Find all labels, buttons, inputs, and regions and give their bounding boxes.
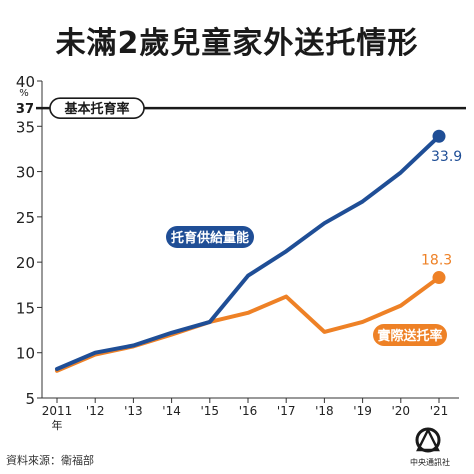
y-tick-label: 20 [16, 254, 35, 272]
y-tick-label: 40 [16, 73, 35, 91]
actual-end-label: 18.3 [421, 253, 452, 269]
x-tick-label: '16 [239, 404, 258, 418]
series-tag-supply: 托育供給量能 [171, 230, 249, 246]
x-tick-sublabel: 年 [52, 418, 63, 432]
x-tick-label: '17 [277, 404, 296, 418]
logo-text: 中央通訊社 [410, 457, 450, 467]
supply-end-label: 33.9 [431, 149, 462, 165]
reference-label-box [49, 97, 145, 119]
series-tag-actual: 實際送托率 [377, 328, 442, 344]
x-tick-label: '20 [392, 404, 411, 418]
x-tick-label: '13 [124, 404, 143, 418]
y-tick-label: 15 [16, 299, 35, 317]
y-tick-label: 5 [25, 390, 35, 408]
series-line-supply-end-point [432, 129, 446, 143]
y-unit-label: % [19, 88, 29, 99]
y-tick-label: 10 [16, 345, 35, 363]
x-tick-label: '12 [86, 404, 105, 418]
cna-logo: 中央通訊社 [410, 427, 450, 467]
x-tick-label: '18 [315, 404, 334, 418]
series-tag-supply-box [166, 226, 254, 248]
y-tick-label: 25 [16, 209, 35, 227]
x-tick-label: '19 [353, 404, 372, 418]
logo-mark [416, 427, 440, 452]
y-tick-label: 35 [16, 118, 35, 136]
series-line-actual-end-point [432, 271, 446, 285]
series-line-supply [55, 134, 441, 372]
reference-label: 基本托育率 [63, 101, 129, 117]
reference-value-label: 37 [16, 102, 34, 117]
series-tag-actual-box [373, 324, 447, 346]
x-tick-label: '14 [162, 404, 181, 418]
chart-title: 未滿2歲兒童家外送托情形 [55, 26, 419, 61]
series-layer [55, 129, 446, 373]
x-tick-label: '21 [430, 404, 449, 418]
series-line-actual [55, 275, 441, 373]
source-note: 資料來源：衛福部 [6, 454, 94, 467]
x-tick-label: '15 [201, 404, 220, 418]
y-tick-label: 30 [16, 164, 35, 182]
axis-layer: 5 10 15 20 25 30 35 40% 2011 '12 '13 '14 '15 '16 '17 '1… [16, 73, 466, 432]
x-tick-label: 2011 [42, 404, 73, 418]
